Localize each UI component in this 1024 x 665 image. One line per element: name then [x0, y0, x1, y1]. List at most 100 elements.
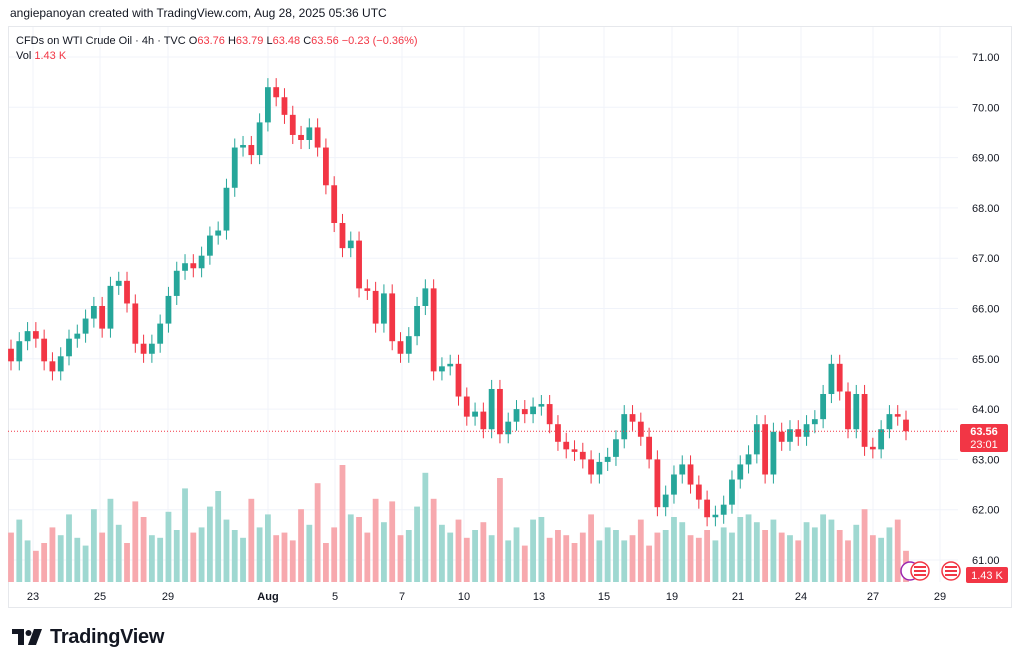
- candle-body: [289, 114, 296, 135]
- volume-bar: [480, 522, 487, 582]
- economic-event-icons[interactable]: [900, 561, 961, 581]
- volume-bar: [521, 545, 528, 582]
- candle-body: [331, 185, 338, 223]
- volume-bar: [82, 545, 89, 582]
- candle-body: [306, 127, 313, 140]
- volume-bar: [555, 530, 561, 582]
- price-tick-label: 70.00: [972, 102, 1000, 114]
- time-tick-label: 23: [27, 591, 39, 603]
- volume-bar: [389, 501, 396, 582]
- volume-bar: [720, 527, 727, 582]
- volume-bar: [588, 514, 594, 582]
- tradingview-logo[interactable]: TradingView: [12, 626, 164, 649]
- volume-bar: [364, 532, 371, 582]
- volume-bar: [778, 532, 785, 582]
- candle-body: [555, 424, 561, 442]
- candle-body: [132, 303, 139, 344]
- time-tick-label: 29: [162, 591, 174, 603]
- time-tick-label: 7: [399, 591, 405, 603]
- candle-body: [455, 363, 462, 397]
- candle-body: [695, 484, 702, 500]
- volume-bar: [32, 550, 39, 582]
- countdown-timer: 23:01: [970, 439, 998, 451]
- last-price-badge: 63.56 23:01: [960, 424, 1008, 452]
- candle-body: [629, 414, 636, 422]
- volume-bar: [571, 543, 578, 582]
- volume-bar: [16, 519, 23, 582]
- candle-body: [347, 240, 354, 249]
- candle-body: [497, 388, 503, 435]
- volume-bar: [637, 519, 644, 582]
- candle-body: [273, 87, 280, 98]
- candle-body: [405, 336, 412, 354]
- candle-body: [762, 424, 769, 475]
- volume-bar: [206, 506, 213, 582]
- time-tick-label: 24: [795, 591, 807, 603]
- candle-body: [886, 414, 893, 430]
- candle-body: [397, 341, 404, 354]
- volume-bar: [115, 524, 122, 582]
- candle-body: [546, 404, 553, 425]
- candle-body: [621, 414, 628, 440]
- volume-bar: [671, 517, 677, 582]
- candlesticks: [8, 78, 909, 527]
- volume-bars: [8, 465, 909, 582]
- time-tick-label: 29: [934, 591, 946, 603]
- volume-bar: [182, 488, 188, 582]
- volume-bar: [347, 514, 354, 582]
- volume-bar: [57, 535, 64, 582]
- candle-body: [654, 459, 661, 508]
- volume-bar: [198, 527, 205, 582]
- volume-bar: [356, 517, 362, 582]
- tradingview-wordmark: TradingView: [50, 626, 165, 648]
- volume-bar: [148, 535, 155, 582]
- volume-bar: [836, 530, 843, 582]
- candle-body: [712, 514, 719, 518]
- candle-body: [845, 391, 851, 430]
- candle-body: [505, 421, 512, 435]
- candle-body: [223, 187, 230, 231]
- price-tick-label: 71.00: [972, 52, 1000, 64]
- volume-bar: [132, 501, 139, 582]
- volume-bar: [314, 483, 321, 582]
- candle-body: [157, 323, 164, 344]
- candle-body: [820, 394, 827, 420]
- volume-bar: [488, 535, 495, 582]
- price-tick-label: 66.00: [972, 304, 1000, 316]
- candle-body: [488, 388, 495, 430]
- price-tick-label: 62.00: [972, 505, 1000, 517]
- chart-pane[interactable]: [8, 26, 1012, 608]
- price-tick-label: 64.00: [972, 404, 1000, 416]
- candle-body: [894, 414, 901, 417]
- candle-body: [720, 504, 727, 515]
- candle-body: [571, 449, 578, 452]
- candle-body: [256, 122, 263, 156]
- time-tick-label: 13: [533, 591, 545, 603]
- candle-body: [787, 429, 793, 442]
- volume-bar: [405, 530, 412, 582]
- volume-bar: [165, 511, 172, 582]
- volume-bar: [861, 509, 868, 582]
- candle-body: [356, 240, 362, 289]
- volume-bar: [845, 540, 851, 582]
- last-price-value: 63.56: [970, 426, 998, 438]
- time-tick-label: 5: [332, 591, 338, 603]
- candle-body: [463, 396, 470, 417]
- high-value: 63.79: [235, 35, 264, 47]
- volume-bar: [563, 535, 570, 582]
- volume-bar: [679, 522, 686, 582]
- volume-bar: [621, 540, 628, 582]
- chart-credit: angiepanoyan created with TradingView.co…: [10, 6, 387, 20]
- candle-body: [439, 366, 445, 372]
- volume-bar: [439, 524, 445, 582]
- volume-bar: [372, 498, 379, 582]
- candle-body: [836, 363, 843, 392]
- volume-bar: [124, 543, 130, 582]
- volume-bar: [472, 530, 478, 582]
- volume-bar: [455, 519, 462, 582]
- volume-bar: [414, 506, 420, 582]
- candle-body: [231, 147, 238, 188]
- candle-body: [165, 295, 172, 324]
- volume-bar: [497, 478, 503, 582]
